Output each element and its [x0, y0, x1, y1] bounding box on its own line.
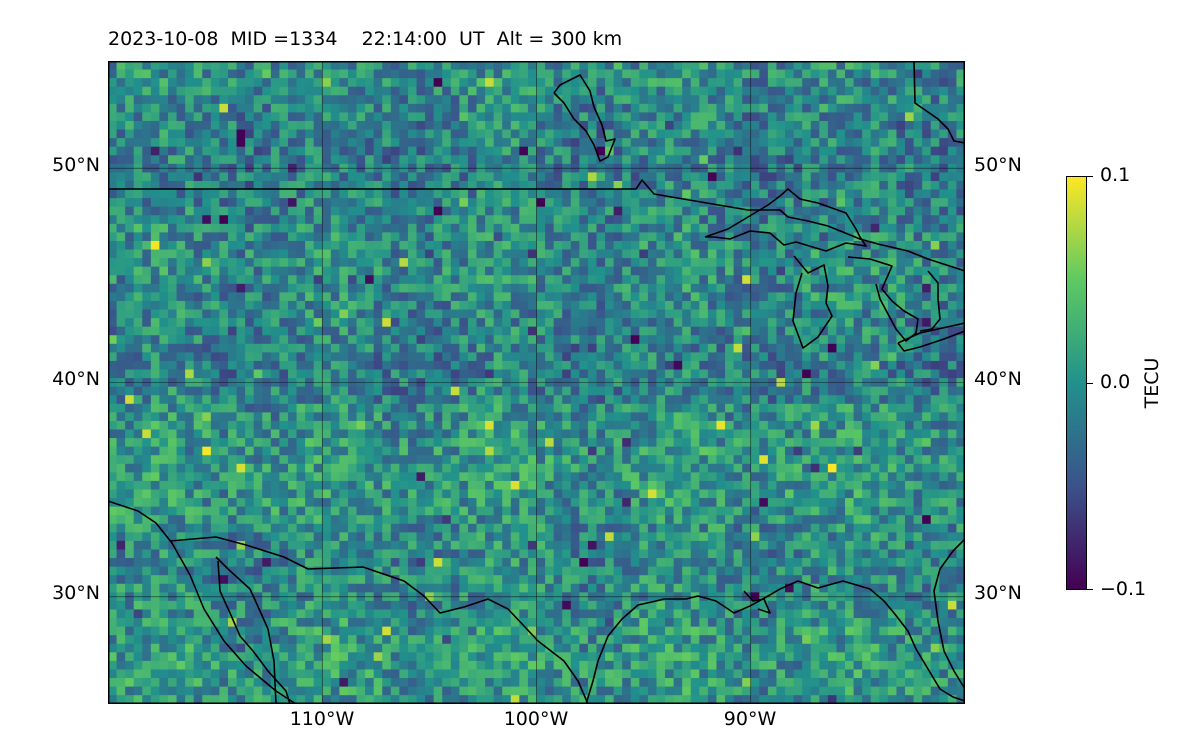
lat-label-30-right: 30°N — [974, 582, 1022, 604]
lon-label-100w: 100°W — [503, 708, 569, 730]
lat-label-50-left: 50°N — [52, 154, 100, 176]
hudson-bay-shore — [913, 61, 965, 144]
colorbar-label-zero: 0.0 — [1100, 371, 1131, 393]
florida-east-coast — [933, 538, 965, 690]
colorbar-label-min: −0.1 — [1100, 578, 1147, 600]
james-bay-island — [553, 74, 616, 162]
mississippi-delta — [743, 590, 771, 614]
tec-grid-cells — [108, 61, 965, 704]
gulf-coast — [585, 580, 965, 704]
mexico-west-coast — [108, 500, 297, 704]
lake-erie — [897, 322, 965, 352]
lon-label-110w: 110°W — [289, 708, 355, 730]
colorbar-tick-middle — [1087, 383, 1093, 384]
lake-huron — [847, 256, 919, 342]
colorbar-label-max: 0.1 — [1100, 164, 1131, 186]
baja-inner-coast — [217, 560, 291, 704]
coastlines — [108, 61, 965, 704]
lake-superior — [704, 188, 867, 252]
lat-label-30-left: 30°N — [52, 582, 100, 604]
colorbar — [1066, 176, 1087, 590]
lat-label-40-right: 40°N — [974, 368, 1022, 390]
colorbar-title: TECU — [1141, 357, 1163, 409]
graticule — [108, 61, 965, 704]
colorbar-tick-bottom — [1087, 589, 1093, 590]
us-mexico-border — [169, 536, 589, 704]
ontario-shore — [919, 270, 941, 332]
us-canada-border — [108, 179, 965, 272]
lat-label-40-left: 40°N — [52, 368, 100, 390]
colorbar-tick-top — [1087, 176, 1093, 177]
lon-label-90w: 90°W — [723, 708, 777, 730]
plot-title: 2023-10-08 MID =1334 22:14:00 UT Alt = 3… — [108, 28, 623, 50]
tec-map — [108, 61, 965, 704]
map-frame — [108, 61, 965, 704]
lat-label-50-right: 50°N — [974, 154, 1022, 176]
map-canvas — [108, 61, 965, 704]
lake-michigan — [792, 255, 833, 349]
baja-california — [215, 556, 277, 704]
